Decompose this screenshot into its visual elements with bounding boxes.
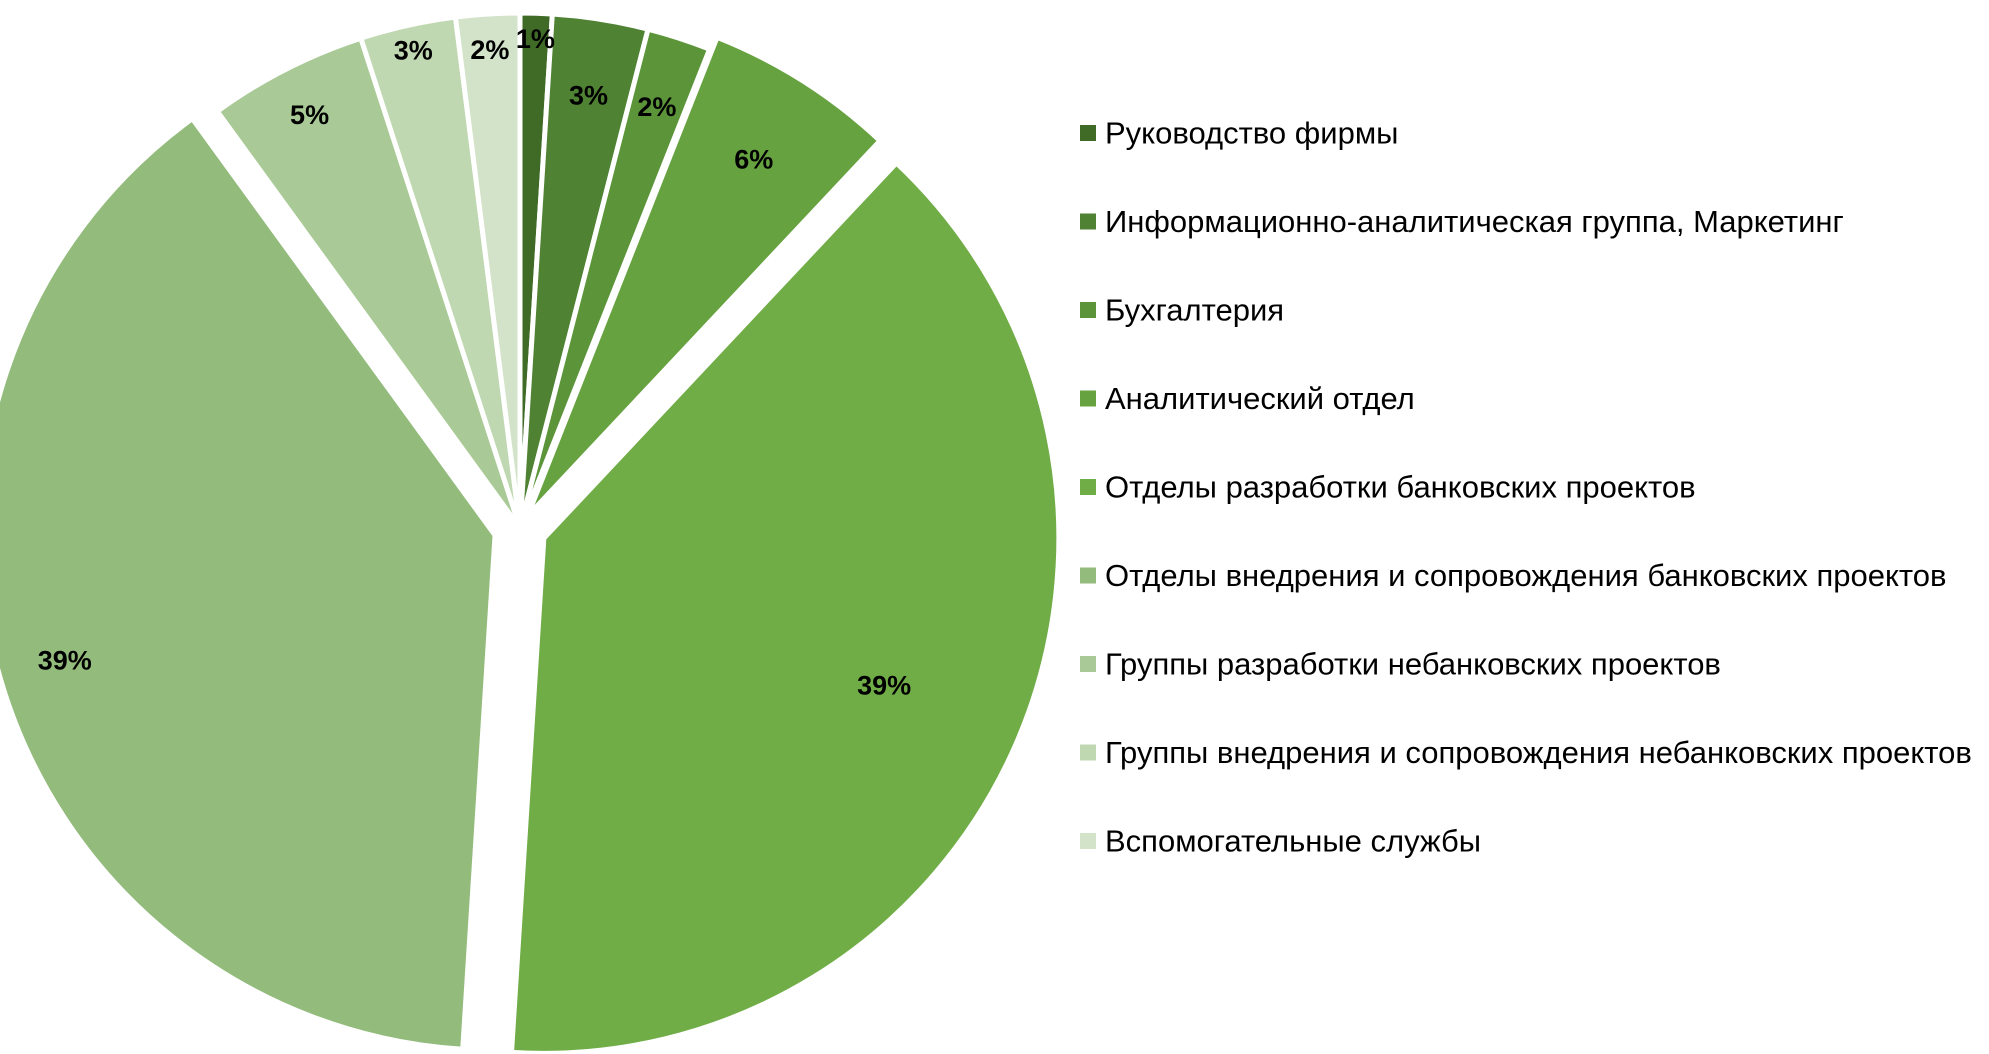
- pie-slice: [452, 10, 523, 531]
- legend-label: Руководство фирмы: [1105, 116, 1398, 151]
- pie-slice: [509, 160, 1062, 1054]
- legend-swatch: [1080, 656, 1096, 672]
- slice-data-label: 3%: [394, 36, 433, 66]
- slice-data-label: 3%: [569, 81, 608, 111]
- slice-data-label: 39%: [38, 645, 92, 675]
- slice-data-label: 2%: [470, 35, 509, 65]
- pie-slice: [525, 34, 883, 519]
- pie-slice: [0, 116, 498, 1052]
- slice-data-label: 2%: [637, 92, 676, 122]
- legend-label: Бухгалтерия: [1105, 293, 1284, 328]
- legend-swatch: [1080, 213, 1096, 230]
- legend-swatch: [1080, 744, 1096, 761]
- legend-swatch: [1080, 833, 1096, 849]
- legend-swatch: [1080, 390, 1096, 407]
- slice-data-label: 6%: [734, 145, 773, 175]
- pie-data-labels: 1% 3% 2% 6% 39% 39% 5% 3% 2%: [38, 24, 911, 701]
- legend: Руководство фирмы Информационно-аналитиче…: [1080, 116, 1972, 859]
- legend-label: Группы разработки небанковских проектов: [1105, 647, 1721, 682]
- slice-data-label: 5%: [290, 100, 329, 130]
- legend-label: Отделы внедрения и сопровождения банковс…: [1105, 558, 1946, 593]
- legend-swatch: [1080, 125, 1096, 141]
- legend-label: Группы внедрения и сопровождения небанко…: [1105, 735, 1972, 770]
- legend-swatch: [1080, 567, 1096, 584]
- legend-swatch: [1080, 302, 1096, 318]
- slice-data-label: 1%: [516, 24, 555, 54]
- legend-label: Информационно-аналитическая группа, Марк…: [1105, 204, 1844, 239]
- legend-label: Вспомогательные службы: [1105, 824, 1481, 859]
- pie-slices: [0, 10, 1062, 1054]
- pie-slice: [214, 35, 523, 531]
- legend-swatch: [1080, 479, 1096, 495]
- legend-label: Аналитический отдел: [1105, 381, 1415, 416]
- slice-data-label: 39%: [857, 671, 911, 701]
- pie-slice: [517, 26, 713, 531]
- legend-label: Отделы разработки банковских проектов: [1105, 470, 1696, 505]
